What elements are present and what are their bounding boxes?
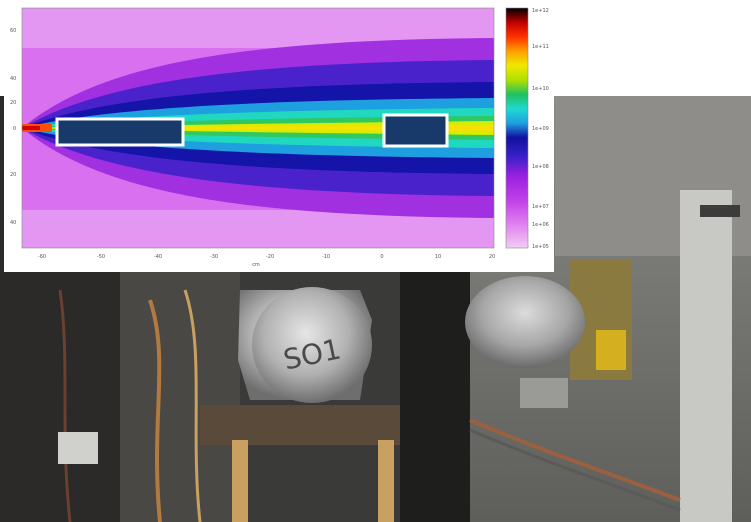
y-tick: 20 — [10, 100, 16, 106]
y-tick: 40 — [10, 220, 16, 226]
overlay-box-left — [55, 117, 185, 147]
colorbar-tick: 1e+12 — [532, 8, 549, 14]
x-tick: -20 — [266, 254, 274, 260]
y-axis-ticks: 60 40 20 0 20 40 — [10, 28, 16, 226]
x-axis-label: cm — [252, 262, 260, 268]
colorbar-ticks: 1e+12 1e+11 1e+10 1e+09 1e+08 1e+07 1e+0… — [532, 8, 549, 250]
colorbar-tick: 1e+08 — [532, 164, 549, 170]
colorbar-tick: 1e+11 — [532, 44, 549, 50]
colorbar-tick: 1e+09 — [532, 126, 549, 132]
x-tick: 0 — [380, 254, 383, 260]
x-tick: -50 — [97, 254, 105, 260]
y-tick: 0 — [13, 126, 16, 132]
x-tick: -10 — [322, 254, 330, 260]
simulation-plot-panel: 60 40 20 0 20 40 -60 -50 -40 -30 -20 -10… — [4, 0, 554, 272]
y-tick: 20 — [10, 172, 16, 178]
colorbar — [505, 7, 529, 249]
x-tick: -40 — [154, 254, 162, 260]
colorbar-tick: 1e+10 — [532, 86, 549, 92]
simulation-heatmap: 60 40 20 0 20 40 -60 -50 -40 -30 -20 -10… — [10, 7, 549, 268]
x-tick: 20 — [489, 254, 495, 260]
x-tick: 10 — [435, 254, 441, 260]
overlay-box-right — [382, 113, 449, 148]
y-tick: 60 — [10, 28, 16, 34]
colorbar-tick: 1e+05 — [532, 244, 549, 250]
x-axis-ticks: -60 -50 -40 -30 -20 -10 0 10 20 cm — [38, 254, 495, 268]
x-tick: -30 — [210, 254, 218, 260]
x-tick: -60 — [38, 254, 46, 260]
colorbar-tick: 1e+07 — [532, 204, 549, 210]
y-tick: 40 — [10, 76, 16, 82]
colorbar-tick: 1e+06 — [532, 222, 549, 228]
